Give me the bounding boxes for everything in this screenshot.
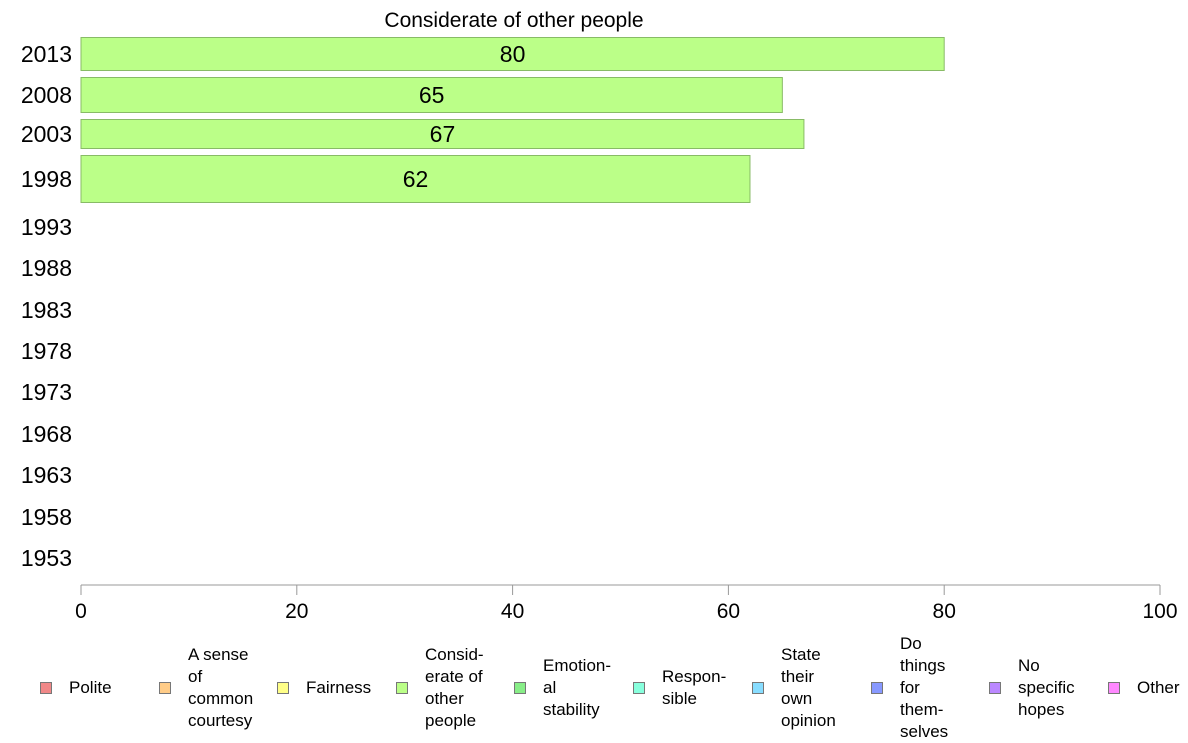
legend-swatch-fairness [277,682,289,694]
y-tick-label-2008: 2008 [21,82,72,108]
y-tick-label-1953: 1953 [21,545,72,571]
legend-swatch-respon [633,682,645,694]
data-label-2008: 65 [419,82,445,108]
legend-swatch-consid [396,682,408,694]
legend-swatch-no [989,682,1001,694]
x-tick-label-100: 100 [1142,600,1177,623]
legend-label-emotion: Emotion- al stability [543,656,612,719]
y-tick-label-1998: 1998 [21,166,72,192]
x-tick-label-60: 60 [717,600,740,623]
legend-label-state: State their own opinion [781,645,836,730]
legend-swatch-do [871,682,883,694]
legend-label-no: No specific hopes [1018,656,1075,719]
bar-2003 [80,119,805,149]
bar-2008 [80,77,783,113]
legend-label-do: Do things for them- selves [900,634,949,741]
chart-title: Considerate of other people [384,9,643,32]
legend-swatch-other [1108,682,1120,694]
y-tick-label-2013: 2013 [21,41,72,67]
y-tick-label-1963: 1963 [21,462,72,488]
y-tick-label-1973: 1973 [21,379,72,405]
y-tick-label-1988: 1988 [21,255,72,281]
data-label-2013: 80 [500,41,526,67]
bar-1998 [80,155,751,203]
y-tick-label-1978: 1978 [21,338,72,364]
legend-label-other: Other [1137,678,1180,697]
y-tick-label-1993: 1993 [21,214,72,240]
x-tick-label-20: 20 [285,600,308,623]
bar-2013 [80,37,945,71]
x-tick-label-0: 0 [75,600,87,623]
y-axis-labels: 2013 2008 2003 1998 1993 1988 1983 1978 1973 1968… [21,41,72,571]
legend-label-polite: Polite [69,678,112,697]
legend-swatch-emotion [514,682,526,694]
legend-swatch-a-sense [159,682,171,694]
y-tick-label-2003: 2003 [21,121,72,147]
y-tick-label-1958: 1958 [21,504,72,530]
legend-label-consid: Consid- erate of other people [425,645,484,730]
data-label-2003: 67 [430,121,456,147]
data-label-1998: 62 [403,166,429,192]
legend-swatch-polite [40,682,52,694]
y-tick-label-1983: 1983 [21,297,72,323]
legend-label-a-sense: A sense of common courtesy [188,645,254,730]
legend: Polite A sense of common courtesy Fairness… [0,634,1188,741]
legend-label-fairness: Fairness [306,678,372,697]
x-axis: 0 20 40 60 80 100 [75,584,1178,623]
x-tick-label-40: 40 [501,600,524,623]
x-tick-label-80: 80 [933,600,956,623]
y-tick-label-1968: 1968 [21,421,72,447]
legend-swatch-state [752,682,764,694]
legend-label-respon: Respon- sible [662,667,727,708]
